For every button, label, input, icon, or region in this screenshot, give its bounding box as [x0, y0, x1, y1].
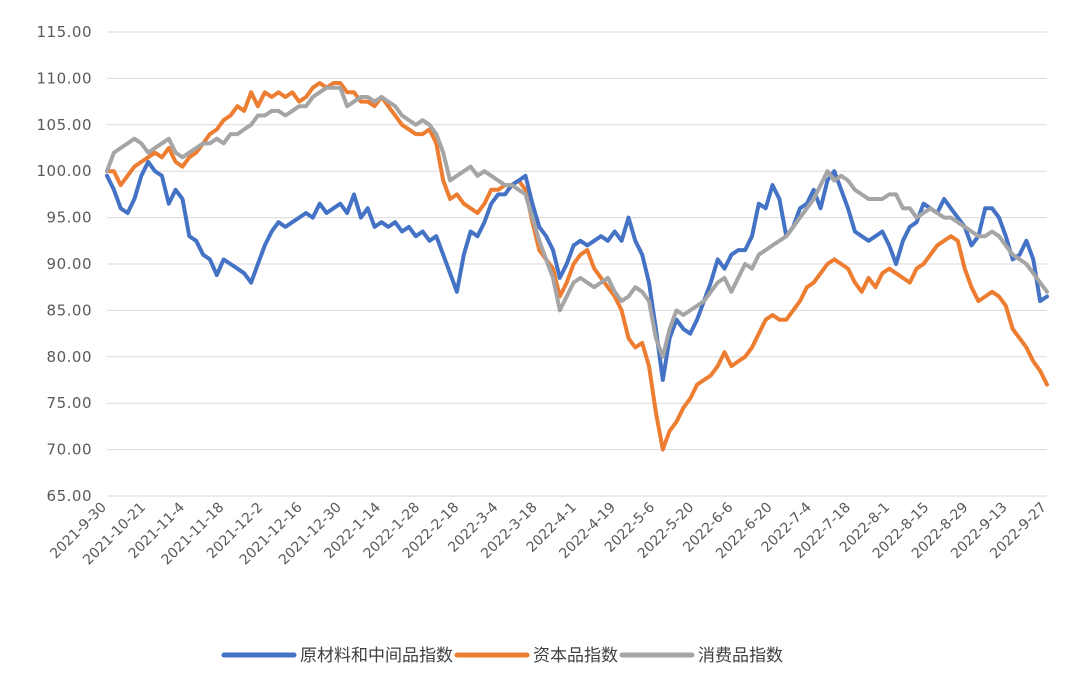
- x-axis-ticks: 2021-9-302021-10-212021-11-42021-11-1820…: [47, 499, 1050, 568]
- y-tick-label: 65.00: [47, 487, 92, 505]
- legend-label-1: 资本品指数: [533, 646, 618, 666]
- grid-layer: [107, 31, 1047, 497]
- y-tick-label: 80.00: [47, 348, 92, 366]
- y-tick-label: 70.00: [47, 441, 92, 459]
- series-layer: [105, 81, 1049, 452]
- y-tick-label: 85.00: [47, 301, 92, 319]
- y-tick-label: 105.00: [37, 116, 93, 134]
- y-tick-label: 90.00: [47, 255, 92, 273]
- y-tick-label: 100.00: [37, 162, 93, 180]
- y-axis-ticks: 115.00 110.00 105.00 100.00 95.00 90.00 85.00 8…: [37, 23, 93, 505]
- y-tick-label: 95.00: [47, 209, 92, 227]
- y-tick-label: 75.00: [47, 394, 92, 412]
- series-line-2: [105, 85, 1049, 359]
- legend: 原材料和中间品指数 资本品指数 消费品指数: [221, 646, 783, 666]
- series-line-0: [105, 159, 1049, 382]
- y-tick-label: 110.00: [37, 69, 93, 87]
- y-tick-label: 115.00: [37, 23, 93, 41]
- legend-label-2: 消费品指数: [698, 646, 783, 666]
- series-line-1: [105, 81, 1049, 452]
- legend-label-0: 原材料和中间品指数: [300, 646, 453, 666]
